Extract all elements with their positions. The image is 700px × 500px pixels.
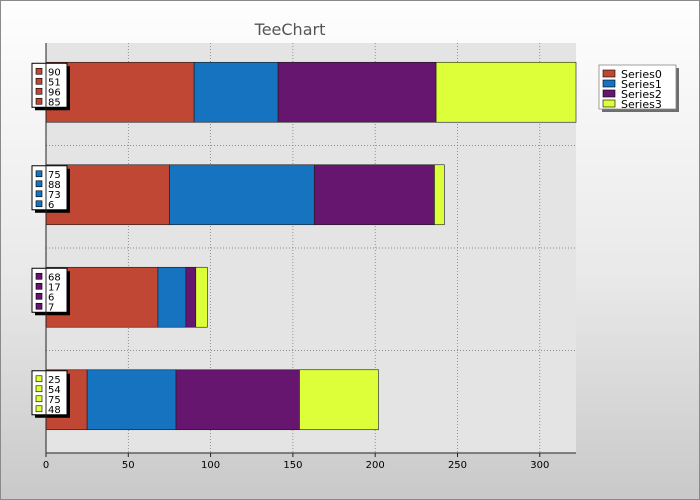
x-tick-label: 250	[448, 460, 467, 471]
legend-label-series3: Series3	[621, 98, 662, 111]
legend-label-series2: Series2	[621, 88, 662, 101]
mark-box-swatch	[35, 97, 43, 105]
mark-box-swatch	[35, 395, 43, 403]
bar-series3-2	[195, 266, 208, 328]
legend-swatch-series3	[602, 99, 616, 108]
bar-series2-4	[277, 61, 437, 123]
mark-box-swatch	[35, 200, 43, 208]
legend-swatch-series2	[602, 89, 616, 98]
data-label: 90	[48, 67, 61, 78]
bar-series2-3	[313, 164, 435, 226]
legend-label-series0: Series0	[621, 68, 662, 81]
mark-box-swatch	[35, 385, 43, 393]
data-label: 51	[48, 77, 61, 88]
bar-series3-4	[435, 61, 577, 123]
data-label: 96	[48, 87, 61, 98]
bar-series1-2	[157, 266, 187, 328]
x-tick-label: 300	[530, 460, 549, 471]
bar-series2-1	[175, 369, 300, 431]
legend-swatch-series1	[602, 79, 616, 88]
data-label: 6	[48, 292, 54, 303]
legend-swatch-series0	[602, 69, 616, 78]
mark-box-swatch	[35, 272, 43, 280]
data-label: 68	[48, 272, 61, 283]
bar-series1-3	[169, 164, 315, 226]
bar-series2-2	[185, 266, 197, 328]
mark-box-swatch	[35, 190, 43, 198]
bar-series1-4	[193, 61, 279, 123]
data-label: 6	[48, 200, 54, 211]
legend-label-series1: Series1	[621, 78, 662, 91]
mark-box-swatch	[35, 405, 43, 413]
data-label: 73	[48, 190, 61, 201]
mark-box-swatch	[35, 170, 43, 178]
x-tick-label: 50	[122, 460, 135, 471]
chart-title: TeeChart	[254, 20, 326, 39]
mark-box-swatch	[35, 282, 43, 290]
mark-box-swatch	[35, 67, 43, 75]
x-tick-label: 0	[43, 460, 49, 471]
x-tick-label: 200	[366, 460, 385, 471]
bar-series3-3	[434, 164, 445, 226]
data-label: 75	[48, 395, 61, 406]
data-label: 7	[48, 302, 54, 313]
bar-series3-1	[299, 369, 379, 431]
x-tick-label: 150	[283, 460, 302, 471]
data-label: 54	[48, 385, 61, 396]
mark-box-swatch	[35, 375, 43, 383]
data-label: 88	[48, 180, 61, 191]
data-label: 75	[48, 170, 61, 181]
data-label: 48	[48, 405, 61, 416]
bar-series0-4	[45, 61, 195, 123]
x-tick-label: 100	[201, 460, 220, 471]
data-label: 25	[48, 375, 61, 386]
data-label: 17	[48, 282, 61, 293]
data-label: 85	[48, 97, 61, 108]
bar-series1-1	[86, 369, 177, 431]
mark-box-swatch	[35, 87, 43, 95]
mark-box-swatch	[35, 77, 43, 85]
mark-box-swatch	[35, 302, 43, 310]
mark-box-swatch	[35, 180, 43, 188]
mark-box-swatch	[35, 292, 43, 300]
